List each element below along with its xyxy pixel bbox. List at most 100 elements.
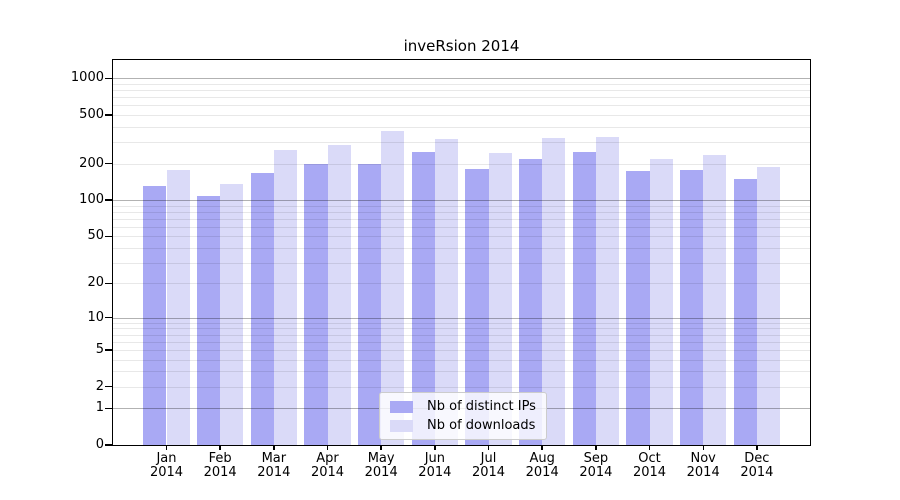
y-tick-label-20: 20	[87, 275, 104, 291]
gridline-30	[113, 262, 810, 264]
gridline-80	[113, 211, 810, 213]
y-tick-mark-1000	[105, 77, 112, 80]
gridline-10	[113, 317, 810, 319]
x-tick-label-jun: Jun 2014	[418, 451, 452, 480]
y-tick-label-0: 0	[95, 437, 104, 452]
y-tick-label-10: 10	[87, 309, 104, 325]
gridline-400	[113, 126, 810, 128]
x-tick-mark-nov	[702, 445, 704, 450]
y-tick-mark-5	[105, 349, 112, 351]
bar-downloads-aug	[542, 138, 566, 445]
y-tick-mark-0	[105, 444, 112, 446]
gridline-60	[113, 226, 810, 228]
bar-distinct-ips-mar	[250, 172, 274, 445]
gridline-8	[113, 328, 810, 330]
bar-downloads-jul	[488, 153, 512, 445]
gridline-5	[113, 349, 810, 351]
y-tick-mark-2	[105, 385, 112, 388]
gridline-600	[113, 105, 810, 107]
y-tick-mark-100	[105, 199, 112, 201]
x-tick-label-may: May 2014	[364, 451, 398, 480]
y-tick-mark-20	[105, 282, 112, 285]
bar-distinct-ips-jan	[143, 186, 167, 445]
legend: Nb of distinct IPs Nb of downloads	[379, 392, 547, 440]
gridline-9	[113, 322, 810, 324]
gridline-900	[113, 83, 810, 85]
x-tick-label-oct: Oct 2014	[632, 451, 667, 480]
y-tick-mark-1	[105, 407, 112, 409]
x-tick-label-jul: Jul 2014	[471, 451, 506, 480]
y-tick-label-50: 50	[87, 228, 104, 244]
x-tick-label-sep: Sep 2014	[579, 451, 613, 480]
bar-downloads-nov	[703, 155, 727, 445]
gridline-300	[113, 142, 810, 144]
bar-downloads-jan	[166, 169, 190, 445]
bar-downloads-feb	[220, 184, 244, 445]
x-tick-mark-jun	[434, 445, 436, 450]
gridline-3	[113, 371, 810, 373]
x-tick-label-mar: Mar 2014	[257, 451, 291, 480]
gridline-2	[113, 386, 810, 388]
gridlines-layer	[113, 60, 810, 445]
bar-downloads-dec	[756, 167, 781, 445]
gridline-1000	[113, 78, 810, 80]
bar-downloads-apr	[327, 145, 351, 445]
bars-layer	[113, 60, 810, 445]
y-tick-mark-200	[105, 162, 112, 165]
gridline-50	[113, 236, 810, 238]
legend-label-downloads: Nb of downloads	[427, 418, 536, 433]
x-tick-mark-aug	[541, 445, 543, 450]
bar-distinct-ips-jun	[411, 152, 435, 445]
gridline-700	[113, 97, 810, 99]
x-tick-mark-sep	[595, 445, 597, 450]
bar-distinct-ips-may	[357, 163, 382, 445]
bar-distinct-ips-oct	[626, 170, 650, 445]
x-tick-label-feb: Feb 2014	[203, 451, 237, 480]
x-tick-label-nov: Nov 2014	[686, 451, 720, 480]
y-tick-label-1000: 1000	[70, 70, 104, 86]
x-tick-mark-jan	[165, 445, 168, 450]
gridline-20	[113, 283, 810, 285]
gridline-40	[113, 247, 810, 249]
bar-distinct-ips-sep	[572, 152, 596, 445]
gridline-200	[113, 163, 810, 165]
y-tick-mark-50	[105, 235, 112, 238]
gridline-90	[113, 205, 810, 207]
legend-label-distinct-ips: Nb of distinct IPs	[427, 399, 536, 414]
y-tick-label-5: 5	[95, 341, 104, 357]
bar-distinct-ips-jul	[465, 169, 489, 445]
bar-downloads-may	[381, 131, 405, 445]
y-tick-mark-10	[105, 317, 112, 319]
x-tick-mark-oct	[648, 445, 651, 450]
x-tick-label-aug: Aug 2014	[525, 451, 559, 480]
gridline-7	[113, 334, 810, 336]
y-tick-label-100: 100	[79, 192, 104, 208]
plot-area: Nb of distinct IPs Nb of downloads	[113, 60, 810, 445]
x-tick-mark-may	[380, 445, 382, 450]
y-tick-label-2: 2	[95, 378, 104, 394]
y-tick-mark-500	[105, 114, 112, 116]
bar-distinct-ips-nov	[679, 169, 704, 445]
legend-row-distinct-ips: Nb of distinct IPs	[390, 399, 536, 414]
bar-distinct-ips-aug	[518, 158, 543, 445]
x-tick-label-dec: Dec 2014	[740, 451, 774, 480]
x-tick-mark-feb	[219, 445, 221, 450]
y-tick-label-500: 500	[79, 107, 104, 123]
chart-title: inveRsion 2014	[403, 37, 520, 55]
bar-downloads-jun	[434, 139, 459, 445]
x-tick-label-apr: Apr 2014	[310, 451, 345, 480]
x-tick-mark-mar	[273, 445, 275, 450]
legend-swatch-downloads	[390, 419, 413, 432]
legend-row-downloads: Nb of downloads	[390, 418, 536, 433]
gridline-100	[113, 200, 810, 202]
legend-swatch-distinct-ips	[390, 400, 413, 413]
y-tick-label-200: 200	[79, 155, 104, 171]
gridline-70	[113, 218, 810, 220]
x-tick-label-jan: Jan 2014	[149, 451, 184, 480]
gridline-800	[113, 90, 810, 92]
bar-downloads-sep	[595, 137, 620, 445]
bar-downloads-mar	[273, 150, 298, 445]
bar-downloads-oct	[649, 158, 673, 445]
y-tick-label-1: 1	[95, 400, 104, 416]
